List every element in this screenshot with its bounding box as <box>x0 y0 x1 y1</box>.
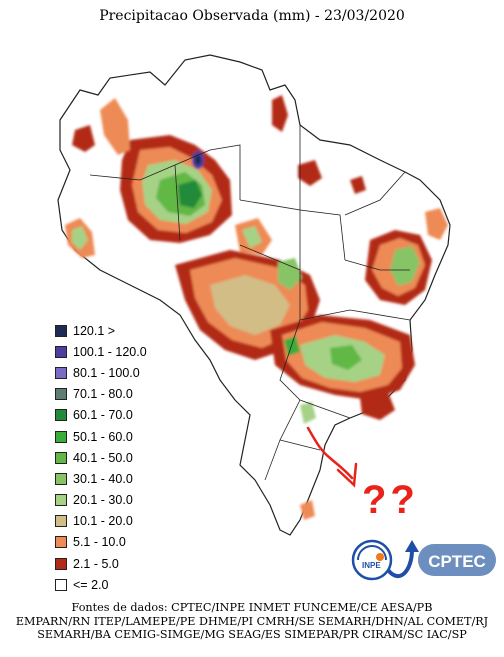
legend-swatch <box>55 515 67 528</box>
legend-label: 80.1 - 100.0 <box>73 365 140 380</box>
sources-line: EMPARN/RN ITEP/LAMEPE/PE DHME/PI CMRH/SE… <box>15 614 489 628</box>
legend-item: 80.1 - 100.0 <box>55 362 195 383</box>
legend-item: <= 2.0 <box>55 574 195 595</box>
legend: 120.1 > 100.1 - 120.0 80.1 - 100.0 70.1 … <box>55 320 195 595</box>
legend-item: 2.1 - 5.0 <box>55 553 195 574</box>
state-borders <box>89 125 411 481</box>
legend-item: 50.1 - 60.0 <box>55 426 195 447</box>
legend-swatch <box>55 472 67 485</box>
legend-swatch <box>55 557 67 570</box>
legend-label: 70.1 - 80.0 <box>73 387 133 402</box>
sources-line: Fontes de dados: CPTEC/INPE INMET FUNCEM… <box>71 601 433 614</box>
legend-swatch <box>55 409 67 422</box>
data-sources: Fontes de dados: CPTEC/INPE INMET FUNCEM… <box>0 601 504 642</box>
annotation-arrow <box>306 426 358 488</box>
logos: INPE CPTEC <box>350 530 500 590</box>
inpe-cptec-logo: INPE CPTEC <box>351 539 496 581</box>
legend-swatch <box>55 324 67 337</box>
legend-label: 60.1 - 70.0 <box>73 408 133 423</box>
legend-swatch <box>55 345 67 358</box>
legend-label: 2.1 - 5.0 <box>73 556 119 571</box>
map-title: Precipitacao Observada (mm) - 23/03/2020 <box>99 8 405 24</box>
legend-item: 120.1 > <box>55 320 195 341</box>
legend-swatch <box>55 578 67 591</box>
legend-item: 100.1 - 120.0 <box>55 341 195 362</box>
legend-item: 30.1 - 40.0 <box>55 468 195 489</box>
legend-item: 20.1 - 30.0 <box>55 490 195 511</box>
inpe-logo-text: INPE <box>362 561 381 570</box>
precipitation-areas <box>65 95 448 520</box>
legend-swatch <box>55 430 67 443</box>
legend-swatch <box>55 494 67 507</box>
legend-label: 50.1 - 60.0 <box>73 429 133 444</box>
legend-swatch <box>55 366 67 379</box>
legend-swatch <box>55 388 67 401</box>
legend-item: 70.1 - 80.0 <box>55 384 195 405</box>
legend-label: 100.1 - 120.0 <box>73 344 147 359</box>
legend-label: <= 2.0 <box>73 577 109 592</box>
legend-item: 10.1 - 20.0 <box>55 511 195 532</box>
legend-item: 60.1 - 70.0 <box>55 405 195 426</box>
legend-item: 5.1 - 10.0 <box>55 532 195 553</box>
legend-label: 10.1 - 20.0 <box>73 514 133 529</box>
legend-swatch <box>55 451 67 464</box>
legend-item: 40.1 - 50.0 <box>55 447 195 468</box>
legend-label: 40.1 - 50.0 <box>73 450 133 465</box>
legend-label: 20.1 - 30.0 <box>73 493 133 508</box>
annotation-question-marks: ?? <box>362 478 419 522</box>
sources-line: SEMARH/BA CEMIG-SIMGE/MG SEAG/ES SIMEPAR… <box>37 628 467 641</box>
cptec-logo-text: CPTEC <box>428 552 486 571</box>
legend-label: 5.1 - 10.0 <box>73 535 126 550</box>
legend-swatch <box>55 536 67 549</box>
legend-label: 30.1 - 40.0 <box>73 471 133 486</box>
legend-label: 120.1 > <box>73 323 116 338</box>
